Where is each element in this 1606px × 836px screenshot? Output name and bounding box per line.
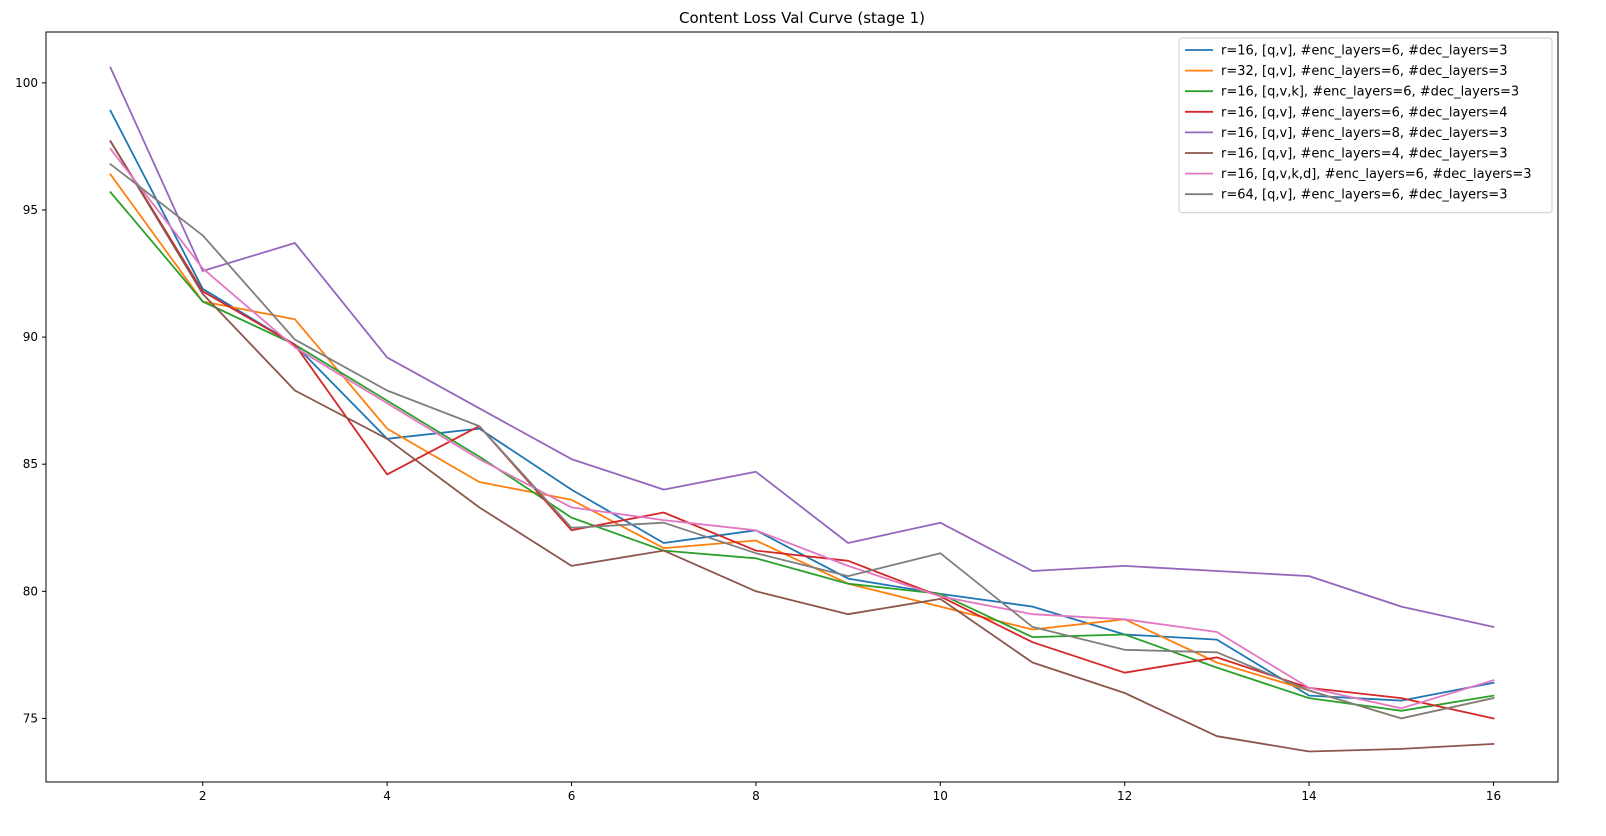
- y-tick-label: 95: [23, 203, 38, 217]
- chart-title: Content Loss Val Curve (stage 1): [679, 9, 925, 27]
- legend-label-7: r=16, [q,v,k,d], #enc_layers=6, #dec_lay…: [1221, 167, 1532, 182]
- y-tick-label: 90: [23, 330, 38, 344]
- legend-label-5: r=16, [q,v], #enc_layers=8, #dec_layers=…: [1221, 126, 1507, 141]
- series-line-6: [109, 140, 1495, 753]
- legend-label-6: r=16, [q,v], #enc_layers=4, #dec_layers=…: [1221, 147, 1507, 162]
- y-tick-label: 80: [23, 584, 38, 598]
- axes-frame: [45, 31, 1559, 783]
- legend-label-3: r=16, [q,v,k], #enc_layers=6, #dec_layer…: [1221, 85, 1519, 100]
- x-tick-label: 4: [383, 789, 391, 803]
- plot-area: 2 4 6 8 10 12 14 16 75 80 85 90 95 100: [15, 31, 1559, 803]
- x-tick-label: 14: [1301, 789, 1316, 803]
- x-tick-label: 12: [1117, 789, 1132, 803]
- legend-label-4: r=16, [q,v], #enc_layers=6, #dec_layers=…: [1221, 105, 1507, 120]
- legend-box: [1178, 37, 1553, 214]
- x-tick-label: 6: [568, 789, 576, 803]
- series-line-1: [109, 109, 1495, 702]
- y-tick-label: 75: [23, 711, 38, 725]
- legend-label-8: r=64, [q,v], #enc_layers=6, #dec_layers=…: [1221, 188, 1507, 203]
- legend-label-2: r=32, [q,v], #enc_layers=6, #dec_layers=…: [1221, 64, 1507, 79]
- y-tick-label: 85: [23, 457, 38, 471]
- legend-label-1: r=16, [q,v], #enc_layers=6, #dec_layers=…: [1221, 44, 1507, 59]
- y-tick-label: 100: [15, 76, 38, 90]
- x-tick-label: 16: [1486, 789, 1501, 803]
- x-tick-label: 2: [199, 789, 207, 803]
- series-line-3: [109, 190, 1495, 712]
- legend: r=16, [q,v], #enc_layers=6, #dec_layers=…: [1178, 37, 1553, 214]
- series-line-2: [109, 173, 1495, 720]
- series-line-5: [109, 66, 1495, 628]
- x-tick-label: 10: [933, 789, 948, 803]
- x-tick-label: 8: [752, 789, 760, 803]
- series-line-8: [109, 162, 1495, 720]
- series-line-7: [109, 147, 1495, 710]
- series-line-4: [109, 140, 1495, 720]
